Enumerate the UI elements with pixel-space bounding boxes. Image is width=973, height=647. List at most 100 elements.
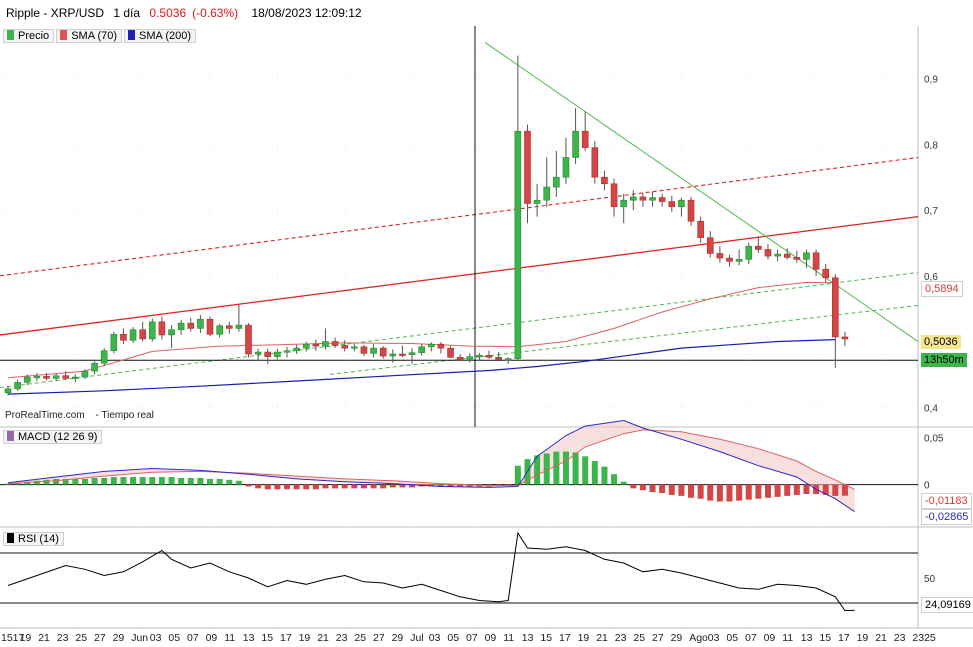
price-tick-label: 0,9 [924,75,938,86]
legend-item-rsi[interactable]: RSI (14) [3,532,64,546]
macd-histogram-bar [803,484,810,494]
x-tick-label: 25 [75,632,87,644]
candle-body [14,381,21,390]
candle-body [379,347,387,357]
x-tick-label: 03 [429,632,441,644]
sma70-value-tag: 0,5894 [921,281,963,297]
candle-body [476,355,483,358]
macd-histogram-bar [158,477,165,485]
macd-histogram-bar [466,484,473,487]
macd-histogram-bar [380,484,387,489]
instrument-name: Ripple - XRP/USD [6,6,105,20]
price-tick-label: 0,4 [924,403,938,414]
legend-item-macd[interactable]: MACD (12 26 9) [3,430,103,444]
candle-body [553,176,560,188]
macd-histogram-bar [187,477,194,485]
candle-body [610,183,618,208]
candle-body [466,356,474,361]
candle-body [841,336,849,340]
legend-label: MACD (12 26 9) [18,431,98,443]
macd-histogram-bar [283,484,290,490]
candle-body [774,253,781,257]
macd-histogram-bar [322,484,329,489]
candle-body [254,351,262,355]
interval-label[interactable]: 1 día [113,6,141,20]
chart-header: Ripple - XRP/USD 1 día 0.5036 (-0.63%) 18… [6,6,368,20]
candle-body [427,343,435,348]
x-tick-label: 21 [875,632,887,644]
x-tick-label: 05 [726,632,738,644]
x-tick-label: 15 [261,632,273,644]
macd-histogram-bar [120,477,127,485]
macd-histogram-bar [697,484,704,499]
macd-histogram-bar [543,453,550,485]
candle-body [129,329,137,341]
x-tick-label: 23 [615,632,627,644]
macd-histogram-bar [303,484,310,490]
rsi-panel [0,531,918,612]
candle-body [158,321,166,336]
macd-histogram-bar [255,484,262,489]
candle-body [726,257,733,262]
candle-body [543,186,551,201]
x-tick-label: 2325 [912,632,936,644]
macd-histogram-bar [33,480,40,485]
candle-body [283,350,291,353]
x-tick-label: 03 [708,632,720,644]
candle-body [581,130,589,148]
macd-histogram-bar [245,484,252,487]
candle-body [764,249,772,257]
candle-body [91,362,98,372]
x-tick-label: 11 [782,632,793,644]
trendline-channel-top [0,156,919,277]
x-tick-label: 05 [447,632,459,644]
macd-histogram-bar [649,484,656,493]
x-tick-label: 25 [633,632,645,644]
macd-histogram-bar [409,484,416,488]
x-tick-label: 11 [503,632,514,644]
candle-body [793,257,801,260]
x-tick-label: 07 [187,632,199,644]
candle-body [187,322,195,329]
macd-legend: MACD (12 26 9) [3,430,104,444]
candle-body [485,355,493,358]
x-tick-label: 13 [243,632,255,644]
x-tick-label: 15 [819,632,831,644]
candle-body [716,253,724,259]
candle-body [4,388,12,394]
x-tick-label: 09 [485,632,497,644]
macd-histogram-bar [630,484,637,489]
x-tick-label: 09 [764,632,776,644]
candle-body [745,245,753,260]
legend-item-sma200[interactable]: SMA (200) [124,29,197,43]
x-tick-label: Jul [410,632,423,644]
source-name[interactable]: ProRealTime.com [5,410,85,421]
candle-body [351,346,358,349]
countdown-tag: 13h50m [921,353,967,367]
grid-layer [0,26,973,629]
macd-histogram-bar [207,478,214,485]
candle-body [687,199,695,222]
candle-body [235,324,243,329]
candle-body [812,252,820,270]
macd-histogram-bar [91,477,98,485]
candle-body [274,351,281,357]
trendline-support-lower [329,304,919,375]
price-change: (-0.63%) [192,6,239,20]
macd-histogram-bar [72,478,79,485]
last-price: 0.5036 [149,6,187,20]
trendline-resistance [484,42,919,342]
candle-body [23,376,31,383]
x-tick-label: Jun [131,632,148,644]
candle-body [245,324,252,355]
legend-item-price[interactable]: Precio [3,29,55,43]
candle-body [572,130,579,158]
macd-histogram-bar [370,484,377,489]
macd-histogram-bar [81,478,88,485]
candle-body [264,351,272,357]
legend-item-sma70[interactable]: SMA (70) [56,29,123,43]
candle-body [225,325,233,329]
macd-histogram-bar [226,479,233,485]
macd-histogram-bar [611,474,618,485]
